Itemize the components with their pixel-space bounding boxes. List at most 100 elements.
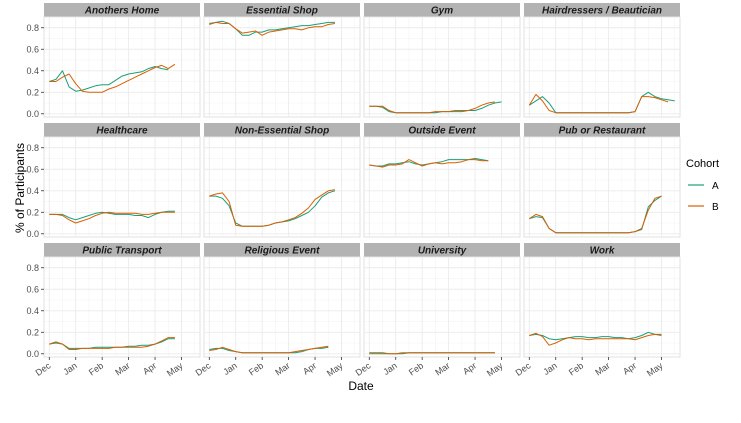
panel-title: Gym [431, 6, 453, 17]
panel-university: University Dec Jan Feb Mar Apr May [354, 243, 521, 378]
panel-plot-area [203, 256, 361, 358]
x-tick-label: May [325, 360, 345, 378]
panel-strip [204, 243, 360, 257]
series-line-b-university [369, 352, 495, 355]
panel-title: Pub or Restaurant [559, 126, 646, 137]
y-tick-label: 0.6 [26, 164, 39, 174]
x-tick-label: Apr [141, 360, 158, 376]
panel-title: Religious Event [244, 246, 320, 257]
y-tick-label: 0.0 [26, 229, 39, 239]
x-tick-label: Mar [113, 360, 131, 377]
x-tick-label: Feb [87, 360, 105, 377]
panel-plot-area [523, 256, 681, 358]
series-line-b-gym [369, 101, 495, 114]
panel-strip [364, 243, 520, 257]
y-tick-label: 0.6 [26, 284, 39, 294]
series-line-a-work [529, 331, 662, 341]
panel-strip [44, 123, 200, 137]
series-line-b-pub-or-restaurant [529, 195, 662, 234]
y-tick-label: 0.6 [26, 44, 39, 54]
panel-plot-area [523, 136, 681, 238]
x-tick-label: Feb [247, 360, 265, 377]
y-tick-label: 0.4 [26, 306, 39, 316]
x-tick-label: Jan [541, 360, 559, 377]
facet-panels: Anothers Home 0.0 0.2 0.4 0.6 0.8 Essential Sh… [26, 3, 681, 378]
series-line-b-hairdressers-beautician [528, 93, 669, 114]
x-tick-label: Apr [461, 360, 478, 376]
panel-strip [524, 3, 680, 17]
panel-title: Outside Event [408, 126, 476, 137]
panel-strip [44, 3, 200, 17]
panel-non-essential-shop: Non-Essential Shop [203, 123, 361, 238]
series-line-b-essential-shop [209, 21, 335, 36]
panel-plot-area [203, 136, 361, 238]
panel-title: Anothers Home [84, 6, 160, 17]
panel-gym: Gym [363, 3, 521, 118]
panel-title: Essential Shop [246, 6, 318, 17]
series-line-b-healthcare [49, 211, 175, 224]
series-line-a-anothers-home [49, 66, 169, 92]
y-tick-label: 0.8 [26, 143, 39, 153]
x-tick-label: Dec [194, 360, 213, 378]
x-tick-label: Jan [381, 360, 399, 377]
legend-label-a: A [712, 181, 719, 192]
x-tick-label: Jan [221, 360, 239, 377]
panel-strip [364, 3, 520, 17]
y-tick-label: 0.0 [26, 109, 39, 119]
panel-hairdressers-beautician: Hairdressers / Beautician [523, 3, 681, 118]
panel-strip [44, 243, 200, 257]
y-axis-title: % of Participants [13, 143, 27, 233]
series-line-a-healthcare [49, 210, 175, 221]
x-tick-label: Mar [433, 360, 451, 377]
panel-plot-area [523, 16, 681, 118]
panel-essential-shop: Essential Shop [203, 3, 361, 118]
x-tick-label: Feb [567, 360, 585, 377]
x-tick-label: Dec [354, 360, 373, 378]
y-tick-label: 0.4 [26, 66, 39, 76]
y-tick-label: 0.2 [26, 327, 39, 337]
panel-title: University [418, 246, 467, 257]
panel-strip [204, 123, 360, 137]
x-tick-label: Dec [34, 360, 53, 378]
panel-strip [524, 123, 680, 137]
series-line-a-gym [369, 101, 502, 114]
x-tick-label: May [485, 360, 505, 378]
panel-plot-area [363, 136, 521, 238]
series-line-b-outside-event [369, 159, 489, 168]
series-line-b-anothers-home [49, 63, 176, 93]
x-tick-label: Feb [407, 360, 425, 377]
series-line-b-non-essential-shop [209, 189, 335, 227]
x-tick-label: Dec [514, 360, 533, 378]
series-line-b-religious-event [209, 345, 329, 354]
panel-plot-area [363, 16, 521, 118]
x-tick-label: Jan [61, 360, 79, 377]
x-axis-title: Date [348, 379, 374, 393]
x-tick-label: Mar [593, 360, 611, 377]
panel-title: Public Transport [82, 246, 162, 257]
panel-strip [524, 243, 680, 257]
y-tick-label: 0.4 [26, 186, 39, 196]
panel-plot-area [43, 16, 201, 118]
panel-pub-or-restaurant: Pub or Restaurant [523, 123, 681, 238]
panel-title: Hairdressers / Beautician [542, 6, 662, 17]
y-tick-label: 0.0 [26, 349, 39, 359]
panel-strip [204, 3, 360, 17]
panel-strip [364, 123, 520, 137]
y-tick-label: 0.8 [26, 263, 39, 273]
panel-religious-event: Religious Event Dec Jan Feb Mar Apr May [194, 243, 361, 378]
x-tick-label: Mar [273, 360, 291, 377]
panel-title: Non-Essential Shop [235, 126, 329, 137]
x-tick-label: May [165, 360, 185, 378]
panel-public-transport: Public Transport 0.0 0.2 0.4 0.6 0.8 Dec Jan Feb… [26, 243, 201, 378]
x-tick-label: Apr [621, 360, 638, 376]
y-tick-label: 0.2 [26, 87, 39, 97]
panel-healthcare: Healthcare 0.0 0.2 0.4 0.6 0.8 [26, 123, 201, 239]
legend-label-b: B [712, 202, 719, 213]
panel-outside-event: Outside Event [363, 123, 521, 238]
y-tick-label: 0.8 [26, 23, 39, 33]
x-tick-label: May [645, 360, 665, 378]
x-tick-label: Apr [301, 360, 318, 376]
panel-plot-area [363, 256, 521, 358]
panel-title: Healthcare [96, 126, 148, 137]
